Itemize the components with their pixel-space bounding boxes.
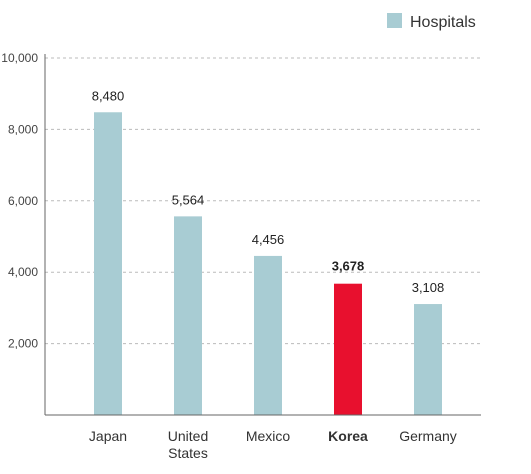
bar-mexico [254,255,282,415]
y-tick-label: 8,000 [8,122,38,136]
bar-germany [414,304,442,415]
y-axis-tick-labels: 2,000 4,000 6,000 8,000 10,000 [1,51,38,351]
value-labels: 8,480 5,564 4,456 3,678 3,108 [92,88,445,295]
legend: Hospitals [387,13,476,31]
x-tick-label-mexico: Mexico [246,428,291,444]
bar-united-states [174,216,202,415]
bars [94,112,442,415]
value-label-mexico: 4,456 [252,232,285,247]
axes [44,54,481,416]
x-tick-label-japan: Japan [89,428,127,444]
x-tick-label-korea: Korea [328,428,368,444]
y-tick-label: 2,000 [8,337,38,351]
y-tick-label: 4,000 [8,265,38,279]
bar-korea [334,283,362,415]
x-tick-label-germany: Germany [399,428,457,444]
legend-swatch [387,13,402,28]
bar-japan [94,112,122,415]
y-tick-label: 6,000 [8,194,38,208]
x-axis-category-labels: Japan United States Mexico Korea Germany [89,428,457,461]
value-label-korea: 3,678 [332,259,365,274]
legend-label-hospitals: Hospitals [410,14,476,31]
x-tick-label-united-states: United States [168,428,208,461]
value-label-japan: 8,480 [92,88,125,103]
value-label-united-states: 5,564 [172,192,205,207]
value-label-germany: 3,108 [412,280,445,295]
y-tick-label: 10,000 [1,51,38,65]
